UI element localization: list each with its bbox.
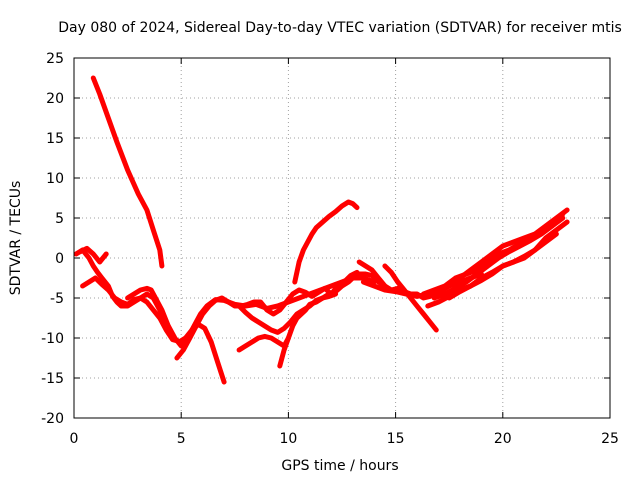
y-tick-label: -10 — [41, 331, 64, 347]
series-track-16 — [431, 215, 566, 301]
x-axis-label: GPS time / hours — [281, 458, 398, 474]
x-tick-label: 15 — [387, 431, 405, 447]
plot-frame — [73, 57, 611, 419]
chart-title: Day 080 of 2024, Sidereal Day-to-day VTE… — [58, 20, 622, 36]
y-tick-label: 0 — [55, 251, 64, 267]
x-tick-label: 20 — [494, 431, 512, 447]
series-track-8 — [236, 333, 291, 353]
series-track-1 — [90, 75, 165, 269]
series-track-6 — [174, 269, 360, 361]
x-tick-label: 5 — [177, 431, 186, 447]
x-tick-label: 25 — [601, 431, 619, 447]
series-track-12 — [382, 263, 439, 333]
series-track-3 — [77, 245, 109, 265]
series-track-9 — [277, 271, 388, 369]
x-tick-label: 0 — [70, 431, 79, 447]
y-tick-label: -5 — [50, 291, 64, 307]
series-track-10 — [292, 199, 360, 285]
grid-lines — [74, 58, 610, 418]
y-tick-label: 15 — [46, 131, 64, 147]
axis-ticks: 0 5 10 15 20 25 -20 -15 -10 -5 0 5 10 15 20 25 — [41, 51, 619, 447]
y-tick-label: -20 — [41, 411, 64, 427]
y-tick-label: 10 — [46, 171, 64, 187]
series-track-18 — [446, 231, 559, 301]
y-tick-label: 20 — [46, 91, 64, 107]
y-axis-label: SDTVAR / TECUs — [8, 181, 24, 296]
x-tick-label: 10 — [279, 431, 297, 447]
y-tick-label: 25 — [46, 51, 64, 67]
data-series — [73, 75, 570, 385]
y-tick-label: 5 — [55, 211, 64, 227]
series-track-17 — [436, 207, 570, 293]
y-tick-label: -15 — [41, 371, 64, 387]
series-track-4 — [80, 275, 184, 345]
